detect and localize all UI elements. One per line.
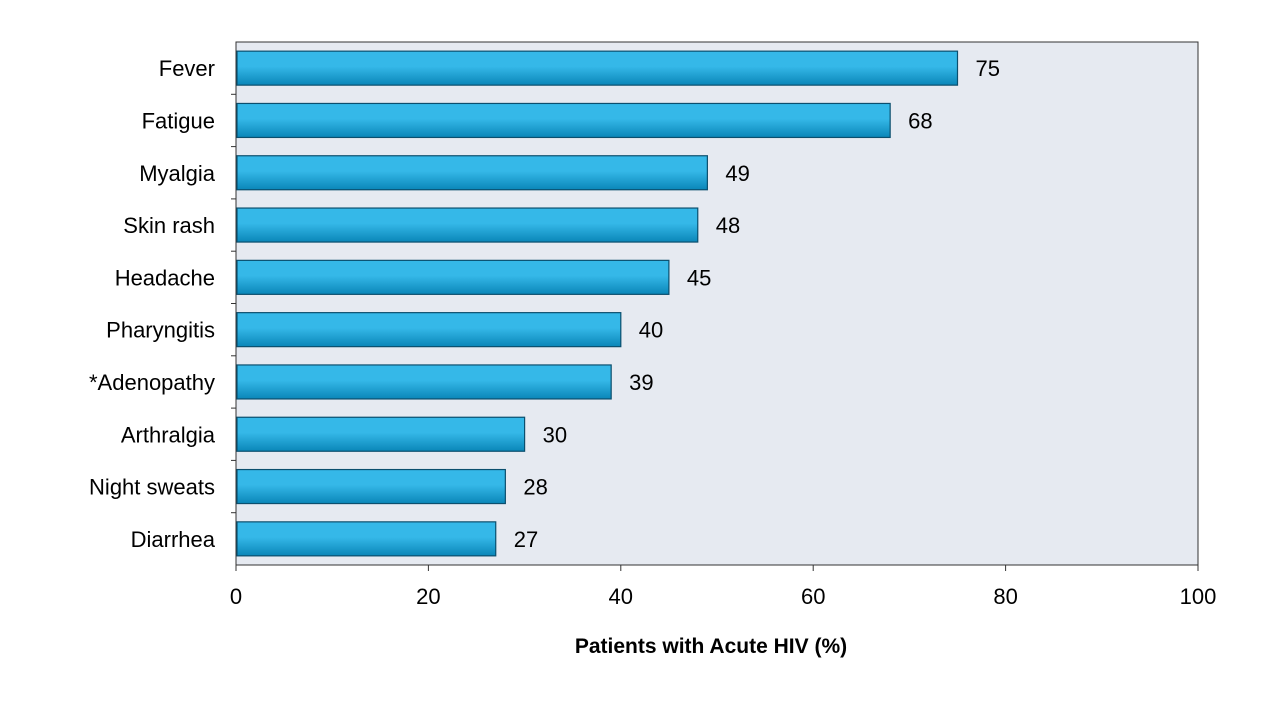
- category-label: Fatigue: [142, 108, 215, 133]
- category-label: *Adenopathy: [89, 370, 215, 395]
- category-label: Pharyngitis: [106, 318, 215, 343]
- bar: [236, 102, 891, 139]
- value-label: 68: [908, 108, 932, 133]
- category-label: Night sweats: [89, 475, 215, 500]
- bar: [236, 50, 959, 86]
- category-label: Arthralgia: [121, 422, 216, 447]
- x-tick-label: 100: [1180, 584, 1217, 609]
- bar: [236, 155, 708, 191]
- category-label: Myalgia: [139, 161, 216, 186]
- value-label: 28: [523, 475, 547, 500]
- bar: [236, 207, 699, 243]
- bar: [236, 521, 497, 557]
- bar: [236, 259, 670, 295]
- bar: [236, 364, 612, 400]
- value-label: 39: [629, 370, 653, 395]
- bar: [236, 416, 526, 452]
- category-label: Diarrhea: [131, 527, 216, 552]
- x-tick-label: 0: [230, 584, 242, 609]
- value-label: 75: [976, 56, 1000, 81]
- value-label: 48: [716, 213, 740, 238]
- value-label: 30: [543, 422, 567, 447]
- x-tick-label: 80: [993, 584, 1017, 609]
- value-label: 40: [639, 318, 663, 343]
- x-tick-label: 40: [609, 584, 633, 609]
- category-label: Headache: [115, 265, 215, 290]
- category-label: Skin rash: [123, 213, 215, 238]
- x-axis-title: Patients with Acute HIV (%): [575, 635, 847, 658]
- bar: [236, 312, 622, 348]
- value-label: 45: [687, 265, 711, 290]
- x-tick-label: 60: [801, 584, 825, 609]
- x-tick-label: 20: [416, 584, 440, 609]
- bar: [236, 468, 506, 505]
- value-label: 27: [514, 527, 538, 552]
- category-label: Fever: [159, 56, 215, 81]
- value-label: 49: [725, 161, 749, 186]
